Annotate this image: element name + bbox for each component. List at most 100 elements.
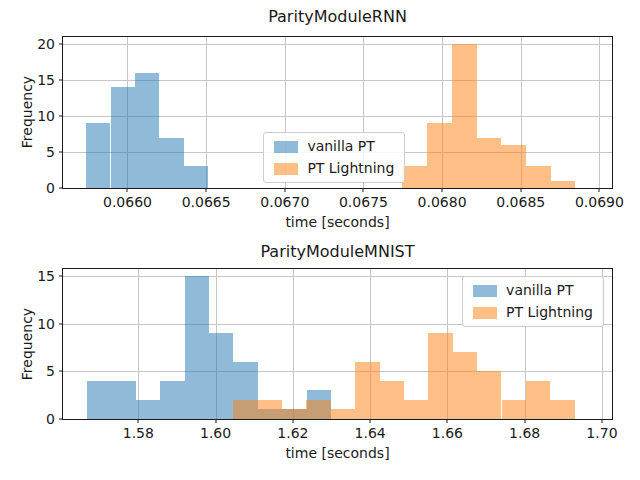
legend: vanilla PT PT Lightning (462, 276, 604, 327)
x-tick-label: 0.0670 (260, 194, 309, 210)
y-axis-label-mnist: Frequency (19, 308, 35, 380)
x-tick-mark (138, 419, 139, 423)
y-tick-label: 15 (37, 72, 55, 88)
x-tick-mark (447, 419, 448, 423)
histogram-bar-vanilla-pt-0 (87, 381, 111, 419)
x-tick-label: 1.62 (277, 425, 308, 441)
y-tick-mark (59, 371, 63, 372)
histogram-bar-pt-lightning-1 (427, 123, 452, 188)
histogram-bar-pt-lightning-8 (428, 333, 452, 419)
x-tick-label: 0.0675 (339, 194, 388, 210)
histogram-bar-pt-lightning-1 (258, 400, 282, 419)
y-tick-mark (59, 188, 63, 189)
y-tick-label: 10 (37, 316, 55, 332)
x-tick-label: 1.60 (200, 425, 231, 441)
legend-swatch-pt-lightning (274, 163, 298, 175)
x-tick-label: 1.68 (509, 425, 540, 441)
histogram-bar-pt-lightning-0 (402, 166, 427, 188)
plot-area-rnn: 0.06600.06650.06700.06750.06800.06850.06… (62, 36, 613, 189)
y-tick-label: 0 (46, 411, 55, 427)
histogram-bar-vanilla-pt-3 (160, 381, 184, 419)
legend-item: vanilla PT (274, 138, 394, 155)
histogram-bar-pt-lightning-5 (355, 362, 380, 419)
histogram-bar-vanilla-pt-4 (185, 276, 209, 419)
y-tick-label: 5 (46, 363, 55, 379)
x-tick-mark (599, 188, 600, 192)
histogram-bar-pt-lightning-0 (233, 400, 257, 419)
legend-item: PT Lightning (274, 160, 394, 177)
histogram-bar-pt-lightning-12 (526, 381, 550, 419)
histogram-bar-pt-lightning-7 (404, 400, 428, 419)
x-gridline (599, 37, 600, 188)
y-gridline (63, 371, 612, 372)
x-tick-label: 0.0685 (496, 194, 545, 210)
x-tick-mark (206, 188, 207, 192)
y-tick-mark (59, 80, 63, 81)
y-tick-label: 15 (37, 268, 55, 284)
y-tick-label: 5 (46, 144, 55, 160)
histogram-bar-pt-lightning-2 (452, 44, 477, 188)
x-tick-mark (127, 188, 128, 192)
x-tick-label: 1.64 (355, 425, 386, 441)
legend-label: vanilla PT (307, 138, 374, 155)
y-axis-label-rnn: Frequency (19, 76, 35, 148)
histogram-bar-pt-lightning-6 (380, 381, 404, 419)
y-tick-label: 20 (37, 36, 55, 52)
histogram-bar-vanilla-pt-2 (135, 73, 159, 188)
x-tick-label: 0.0660 (103, 194, 152, 210)
histogram-bar-vanilla-pt-2 (136, 400, 161, 419)
plot-area-mnist: 1.581.601.621.641.661.681.70051015vanill… (62, 268, 613, 420)
y-tick-mark (59, 419, 63, 420)
chart-title-rnn: ParityModuleRNN (62, 7, 613, 26)
legend-label: PT Lightning (307, 160, 394, 177)
x-tick-mark (520, 188, 521, 192)
x-axis-label-rnn: time [seconds] (62, 214, 613, 230)
y-tick-mark (59, 276, 63, 277)
y-tick-mark (59, 116, 63, 117)
histogram-bar-pt-lightning-3 (477, 138, 502, 188)
histogram-bar-pt-lightning-4 (501, 145, 526, 188)
x-tick-label: 0.0665 (182, 194, 231, 210)
x-tick-label: 1.70 (586, 425, 617, 441)
x-tick-label: 0.0690 (575, 194, 624, 210)
x-gridline (206, 37, 207, 188)
histogram-bar-pt-lightning-2 (282, 409, 306, 419)
histogram-bar-pt-lightning-5 (526, 166, 551, 188)
x-tick-mark (601, 419, 602, 423)
x-axis-label-mnist: time [seconds] (62, 445, 613, 461)
x-tick-mark (292, 419, 293, 423)
histogram-bar-vanilla-pt-5 (209, 333, 233, 419)
x-tick-mark (215, 419, 216, 423)
legend-item: vanilla PT (473, 282, 593, 299)
x-tick-mark (442, 188, 443, 192)
y-tick-mark (59, 152, 63, 153)
y-gridline (63, 44, 612, 45)
histogram-bar-vanilla-pt-3 (159, 138, 184, 188)
y-tick-mark (59, 323, 63, 324)
histogram-bar-vanilla-pt-0 (86, 123, 110, 188)
histogram-bar-pt-lightning-3 (306, 400, 330, 419)
y-tick-label: 0 (46, 180, 55, 196)
legend-label: vanilla PT (506, 282, 573, 299)
legend-swatch-pt-lightning (473, 307, 497, 319)
x-gridline (138, 269, 139, 419)
histogram-bar-pt-lightning-4 (331, 409, 355, 419)
matplotlib-figure: ParityModuleRNN Frequency 0.06600.06650.… (0, 0, 640, 480)
legend-swatch-vanilla-pt (274, 141, 298, 153)
histogram-bar-vanilla-pt-4 (184, 166, 208, 188)
histogram-bar-pt-lightning-11 (502, 400, 526, 419)
x-tick-label: 1.58 (123, 425, 154, 441)
legend: vanilla PT PT Lightning (263, 132, 405, 183)
histogram-bar-vanilla-pt-1 (111, 87, 136, 188)
legend-swatch-vanilla-pt (473, 285, 497, 297)
y-tick-label: 10 (37, 108, 55, 124)
histogram-bar-vanilla-pt-1 (111, 381, 135, 419)
y-tick-mark (59, 44, 63, 45)
histogram-bar-pt-lightning-9 (453, 352, 477, 419)
x-tick-mark (524, 419, 525, 423)
chart-title-mnist: ParityModuleMNIST (62, 242, 613, 261)
x-tick-label: 1.66 (432, 425, 463, 441)
histogram-bar-pt-lightning-10 (477, 371, 501, 419)
legend-label: PT Lightning (506, 304, 593, 321)
legend-item: PT Lightning (473, 304, 593, 321)
